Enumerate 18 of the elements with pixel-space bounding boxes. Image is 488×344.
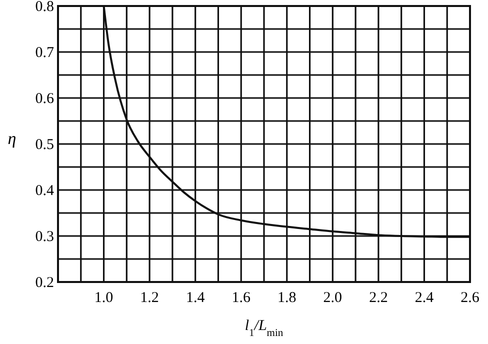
y-tick-label: 0.2 bbox=[35, 275, 54, 291]
y-axis-title: η bbox=[8, 129, 16, 148]
y-tick-label: 0.6 bbox=[35, 91, 54, 107]
y-tick-label: 0.7 bbox=[35, 45, 54, 61]
x-tick-label: 1.4 bbox=[186, 290, 206, 306]
y-tick-label: 0.5 bbox=[35, 137, 54, 153]
x-tick-label: 2.2 bbox=[369, 290, 388, 306]
x-axis-title: l$_{1}$/L$_{min}$ bbox=[244, 318, 284, 338]
x-tick-label: 2.0 bbox=[323, 290, 342, 306]
x-tick-label: 1.8 bbox=[278, 290, 296, 306]
x-tick-label: 1.0 bbox=[94, 290, 114, 306]
x-tick-label: 2.6 bbox=[460, 290, 480, 306]
y-tick-label: 0.8 bbox=[35, 0, 54, 15]
x-tick-label: 2.4 bbox=[414, 290, 434, 306]
y-tick-label: 0.4 bbox=[35, 183, 54, 199]
x-tick-label: 1.2 bbox=[140, 290, 159, 306]
x-tick-label: 1.6 bbox=[232, 290, 251, 306]
y-tick-label: 0.3 bbox=[35, 229, 54, 245]
